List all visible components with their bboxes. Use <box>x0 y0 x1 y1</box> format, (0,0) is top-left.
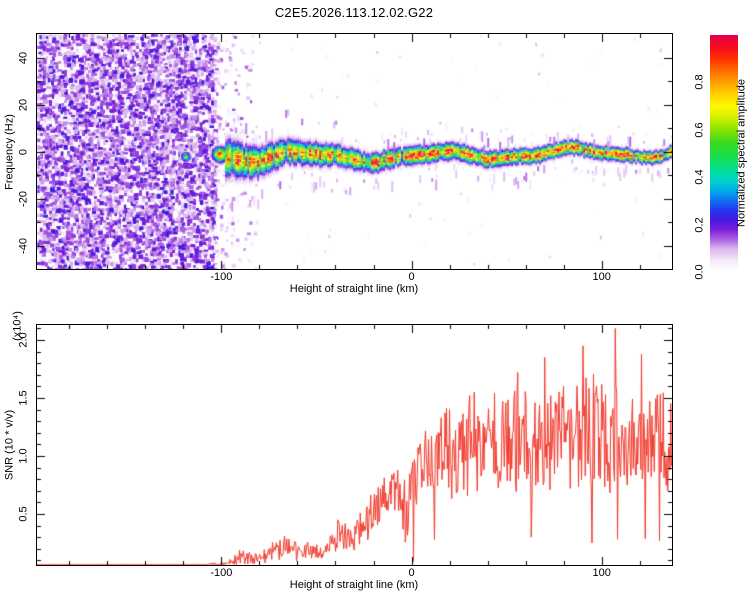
x-tick-label: 0 <box>408 271 415 283</box>
y-tick-label: -40 <box>17 237 30 254</box>
colorbar-tick-label: 0.4 <box>693 169 706 185</box>
top-x-axis-title: Height of straight line (km) <box>289 283 419 295</box>
y-tick-label: 1.0 <box>17 448 30 464</box>
colorbar-title: Normalized spectral amplitude <box>735 79 748 227</box>
spectrogram-canvas <box>37 34 672 269</box>
top-y-axis-title: Frequency (Hz) <box>3 114 16 190</box>
x-tick-label: 0 <box>408 567 415 579</box>
colorbar <box>710 35 738 272</box>
spectrogram-plot-frame <box>36 33 673 270</box>
colorbar-tick-label: 0.0 <box>693 264 706 280</box>
bottom-x-axis-title: Height of straight line (km) <box>289 579 419 591</box>
y-tick-label: 0 <box>17 148 30 155</box>
colorbar-tick-label: 0.8 <box>693 74 706 91</box>
y-tick-label: 2.0 <box>17 332 30 348</box>
x-tick-label: 100 <box>592 567 611 579</box>
y-tick-label: 20 <box>17 98 30 111</box>
snr-canvas <box>37 325 672 565</box>
snr-plot-frame <box>36 324 673 566</box>
colorbar-tick-label: 0.6 <box>693 122 706 138</box>
y-tick-label: 1.5 <box>17 390 30 406</box>
x-tick-label: -100 <box>210 271 233 283</box>
x-tick-label: -100 <box>210 567 233 579</box>
page-title: C2E5.2026.113.12.02.G22 <box>274 5 434 20</box>
colorbar-tick-label: 0.2 <box>693 216 706 233</box>
y-tick-label: -20 <box>17 190 30 207</box>
bottom-y-axis-title: SNR (10 * v/v) <box>3 409 16 481</box>
y-tick-label: 40 <box>17 51 30 64</box>
x-tick-label: 100 <box>592 271 611 283</box>
y-tick-label: 0.5 <box>17 506 30 522</box>
